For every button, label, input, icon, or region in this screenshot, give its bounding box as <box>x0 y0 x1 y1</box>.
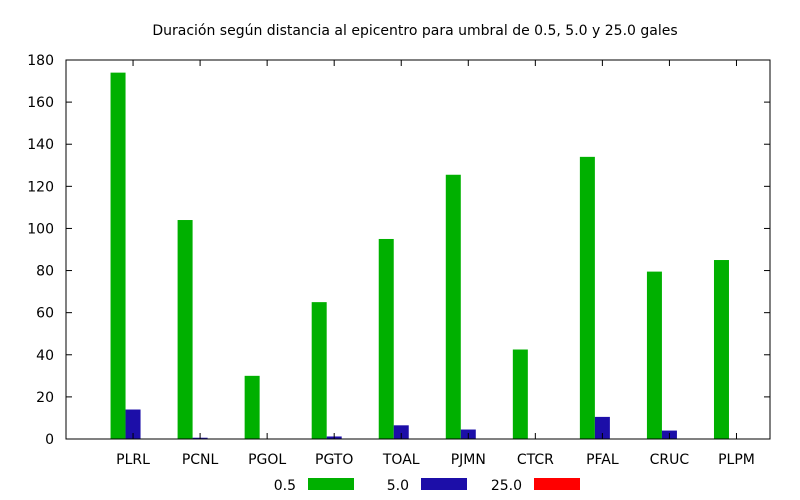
x-tick-label: CRUC <box>650 452 690 468</box>
bar-pgto-0-5 <box>311 302 327 439</box>
legend-swatch <box>534 478 580 490</box>
legend-label: 25.0 <box>491 478 522 494</box>
legend-label: 5.0 <box>387 478 409 494</box>
x-tick-label: PFAL <box>586 452 619 468</box>
bar-pgol-0-5 <box>244 375 260 439</box>
legend-swatch <box>421 478 467 490</box>
y-tick-label: 0 <box>45 432 54 448</box>
bar-plpm-0-5 <box>713 260 729 439</box>
y-tick-label: 80 <box>36 264 54 280</box>
x-tick-label: TOAL <box>382 452 420 468</box>
bars-layer <box>110 72 729 439</box>
x-tick-label: PLRL <box>116 452 150 468</box>
bar-plrl-5-0 <box>125 409 141 439</box>
plot-frame <box>65 59 771 440</box>
x-tick-label: PCNL <box>182 452 219 468</box>
bar-pcnl-0-5 <box>177 220 193 439</box>
chart-title: Duración según distancia al epicentro pa… <box>152 23 677 39</box>
bar-pfal-5-0 <box>594 416 610 439</box>
x-tick-label: CTCR <box>517 452 554 468</box>
legend-label: 0.5 <box>274 478 296 494</box>
y-tick-label: 100 <box>27 221 54 237</box>
legend-swatch <box>308 478 354 490</box>
x-tick-label: PGTO <box>315 452 353 468</box>
y-tick-label: 180 <box>27 53 54 69</box>
x-tick-label: PLPM <box>718 452 755 468</box>
bar-plrl-0-5 <box>110 72 126 439</box>
y-tick-label: 20 <box>36 390 54 406</box>
x-axis: PLRL PCNL PGOL PGTO TOAL PJMN CTCR PFAL CRUC PLPM <box>116 60 755 468</box>
x-tick-label: PGOL <box>248 452 286 468</box>
y-axis: 0 20 40 60 80 100 120 140 160 180 <box>27 53 770 448</box>
x-tick-label: PJMN <box>451 452 486 468</box>
y-tick-label: 40 <box>36 348 54 364</box>
bar-pfal-0-5 <box>579 156 595 439</box>
bar-ctcr-0-5 <box>512 349 528 439</box>
y-tick-label: 160 <box>27 95 54 111</box>
bar-pjmn-0-5 <box>445 174 461 439</box>
y-tick-label: 140 <box>27 137 54 153</box>
legend: 0.5 5.0 25.0 <box>274 478 580 494</box>
bar-toal-5-0 <box>393 425 409 439</box>
bar-toal-0-5 <box>378 238 394 439</box>
bar-cruc-0-5 <box>646 271 662 439</box>
y-tick-label: 120 <box>27 179 54 195</box>
y-tick-label: 60 <box>36 306 54 322</box>
